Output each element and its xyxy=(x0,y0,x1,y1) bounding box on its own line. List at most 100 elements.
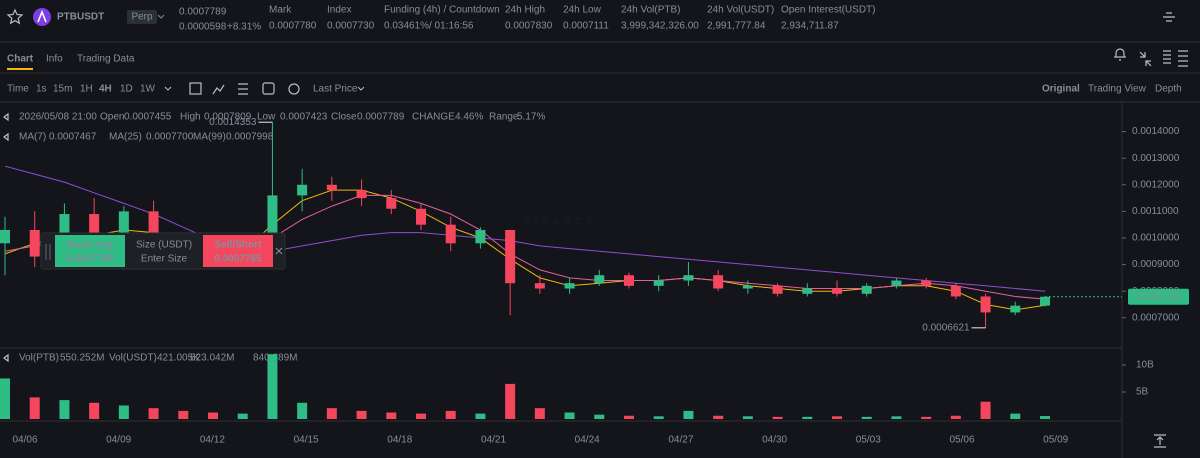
volume-bar xyxy=(505,383,516,419)
dropdown-caret[interactable] xyxy=(164,86,172,91)
candle-body xyxy=(921,280,932,286)
layout-icon[interactable] xyxy=(1163,50,1171,64)
max-price-annotation: 0.0014353 xyxy=(209,117,257,128)
x-tick-label: 04/24 xyxy=(575,435,600,446)
x-tick-label: 04/27 xyxy=(668,435,693,446)
min-price-annotation: 0.0006621 xyxy=(922,322,970,333)
candle-body xyxy=(713,275,724,289)
alert-icon[interactable] xyxy=(1114,48,1126,61)
stat-label: Funding (4h) / Countdown xyxy=(384,5,500,16)
y-tick-label: 0.0014000 xyxy=(1132,126,1180,137)
template-icon[interactable] xyxy=(262,82,275,95)
volume-bar xyxy=(891,416,902,419)
x-tick-label: 04/15 xyxy=(294,435,319,446)
candle-body xyxy=(624,275,634,286)
candle-body xyxy=(653,280,664,286)
volume-bar xyxy=(0,378,10,419)
candle-body xyxy=(564,283,575,289)
info-label: High xyxy=(180,112,201,123)
stat-value: / 01:16:56 xyxy=(429,21,474,32)
volume-bar xyxy=(89,402,100,419)
interval[interactable]: 1s xyxy=(36,84,47,95)
candle-body xyxy=(118,211,129,249)
candle-body xyxy=(326,184,337,191)
candle-body xyxy=(1010,305,1021,313)
stat-label: 24h Vol(USDT) xyxy=(707,5,774,16)
stat-value: 2,934,711.87 xyxy=(781,21,839,32)
candle-body xyxy=(594,275,605,284)
volume-bar xyxy=(326,408,337,419)
favorite-star[interactable] xyxy=(6,8,24,25)
options-icon[interactable] xyxy=(288,83,300,95)
grid-icon[interactable] xyxy=(1178,50,1188,67)
candle-body xyxy=(89,214,100,249)
expand-icon[interactable] xyxy=(1139,51,1152,67)
volume-bar xyxy=(475,413,486,419)
order-text: 0.0007786 xyxy=(66,254,114,265)
interval[interactable]: 4H xyxy=(99,84,112,95)
view-tab[interactable]: Original xyxy=(1042,84,1080,95)
view-tab[interactable]: Depth xyxy=(1155,84,1182,95)
stat-label: Index xyxy=(327,5,351,16)
y-tick-label: 0.0011000 xyxy=(1132,206,1179,217)
volume-bar xyxy=(861,416,872,419)
volume-ma-value: 623.042M xyxy=(190,353,234,364)
collapse-icon[interactable] xyxy=(3,353,9,363)
symbol: PTBUSDT xyxy=(57,12,104,23)
candle-body xyxy=(772,285,783,294)
price-tag-label: 0.0007789 xyxy=(1134,291,1182,302)
buy-button[interactable] xyxy=(55,235,125,267)
price-type[interactable]: Last Price xyxy=(313,84,358,95)
volume-legend-value: 421.005K xyxy=(157,353,200,364)
sell-button[interactable] xyxy=(203,235,273,267)
volume-bar xyxy=(950,415,961,419)
interval[interactable]: 15m xyxy=(53,84,72,95)
badge-bg xyxy=(127,10,157,24)
info-value: 0.0007423 xyxy=(280,112,328,123)
tab[interactable]: Chart xyxy=(7,54,34,65)
last-price: 0.0007789 xyxy=(179,7,227,18)
volume-bar xyxy=(386,412,397,419)
drag-handle[interactable] xyxy=(45,244,51,260)
interval[interactable]: 1H xyxy=(80,84,93,95)
volume-bar xyxy=(683,410,694,419)
info-label: Open xyxy=(100,112,124,123)
settings-icon[interactable] xyxy=(1163,12,1175,22)
info-label: Close xyxy=(331,112,357,123)
info-value: 0.0007789 xyxy=(357,112,405,123)
price-change: 0.0000598 xyxy=(179,22,227,33)
candle-body xyxy=(148,211,159,241)
collapse-icon[interactable] xyxy=(3,112,9,122)
indicator-icon[interactable] xyxy=(212,84,225,95)
candle-body xyxy=(475,229,486,244)
ma-legend-name: MA(7) xyxy=(19,132,46,143)
active-tab-underline xyxy=(7,68,33,70)
volume-bar xyxy=(713,415,724,419)
collapse-icon[interactable] xyxy=(3,132,9,142)
tab[interactable]: Trading Data xyxy=(77,54,135,65)
volume-bar xyxy=(445,410,456,419)
interval[interactable]: 1D xyxy=(120,84,133,95)
volume-bar xyxy=(118,405,129,419)
order-text: Size (USDT) xyxy=(136,240,192,251)
candle-body xyxy=(802,288,813,294)
dropdown-caret[interactable] xyxy=(357,86,365,91)
interval[interactable]: 1W xyxy=(140,84,156,95)
info-value: 5.17% xyxy=(517,112,545,123)
x-tick-label: 04/09 xyxy=(106,435,131,446)
volume-legend-value: 550.252M xyxy=(60,353,104,364)
scale-icon[interactable] xyxy=(1154,434,1166,448)
stat-value: 0.0007730 xyxy=(327,21,375,32)
view-tab[interactable]: Trading View xyxy=(1088,84,1147,95)
volume-bar xyxy=(742,416,753,419)
settings-icon[interactable] xyxy=(238,83,248,95)
dropdown-caret[interactable] xyxy=(157,14,165,19)
close-icon[interactable] xyxy=(275,247,283,255)
volume-bar xyxy=(148,408,159,419)
calendar-icon[interactable] xyxy=(189,82,202,95)
size-input[interactable] xyxy=(125,235,203,267)
price-change-pct: +8.31% xyxy=(227,22,261,33)
volume-bar xyxy=(267,354,278,419)
tab[interactable]: Info xyxy=(46,54,63,65)
candle-body xyxy=(534,283,545,289)
